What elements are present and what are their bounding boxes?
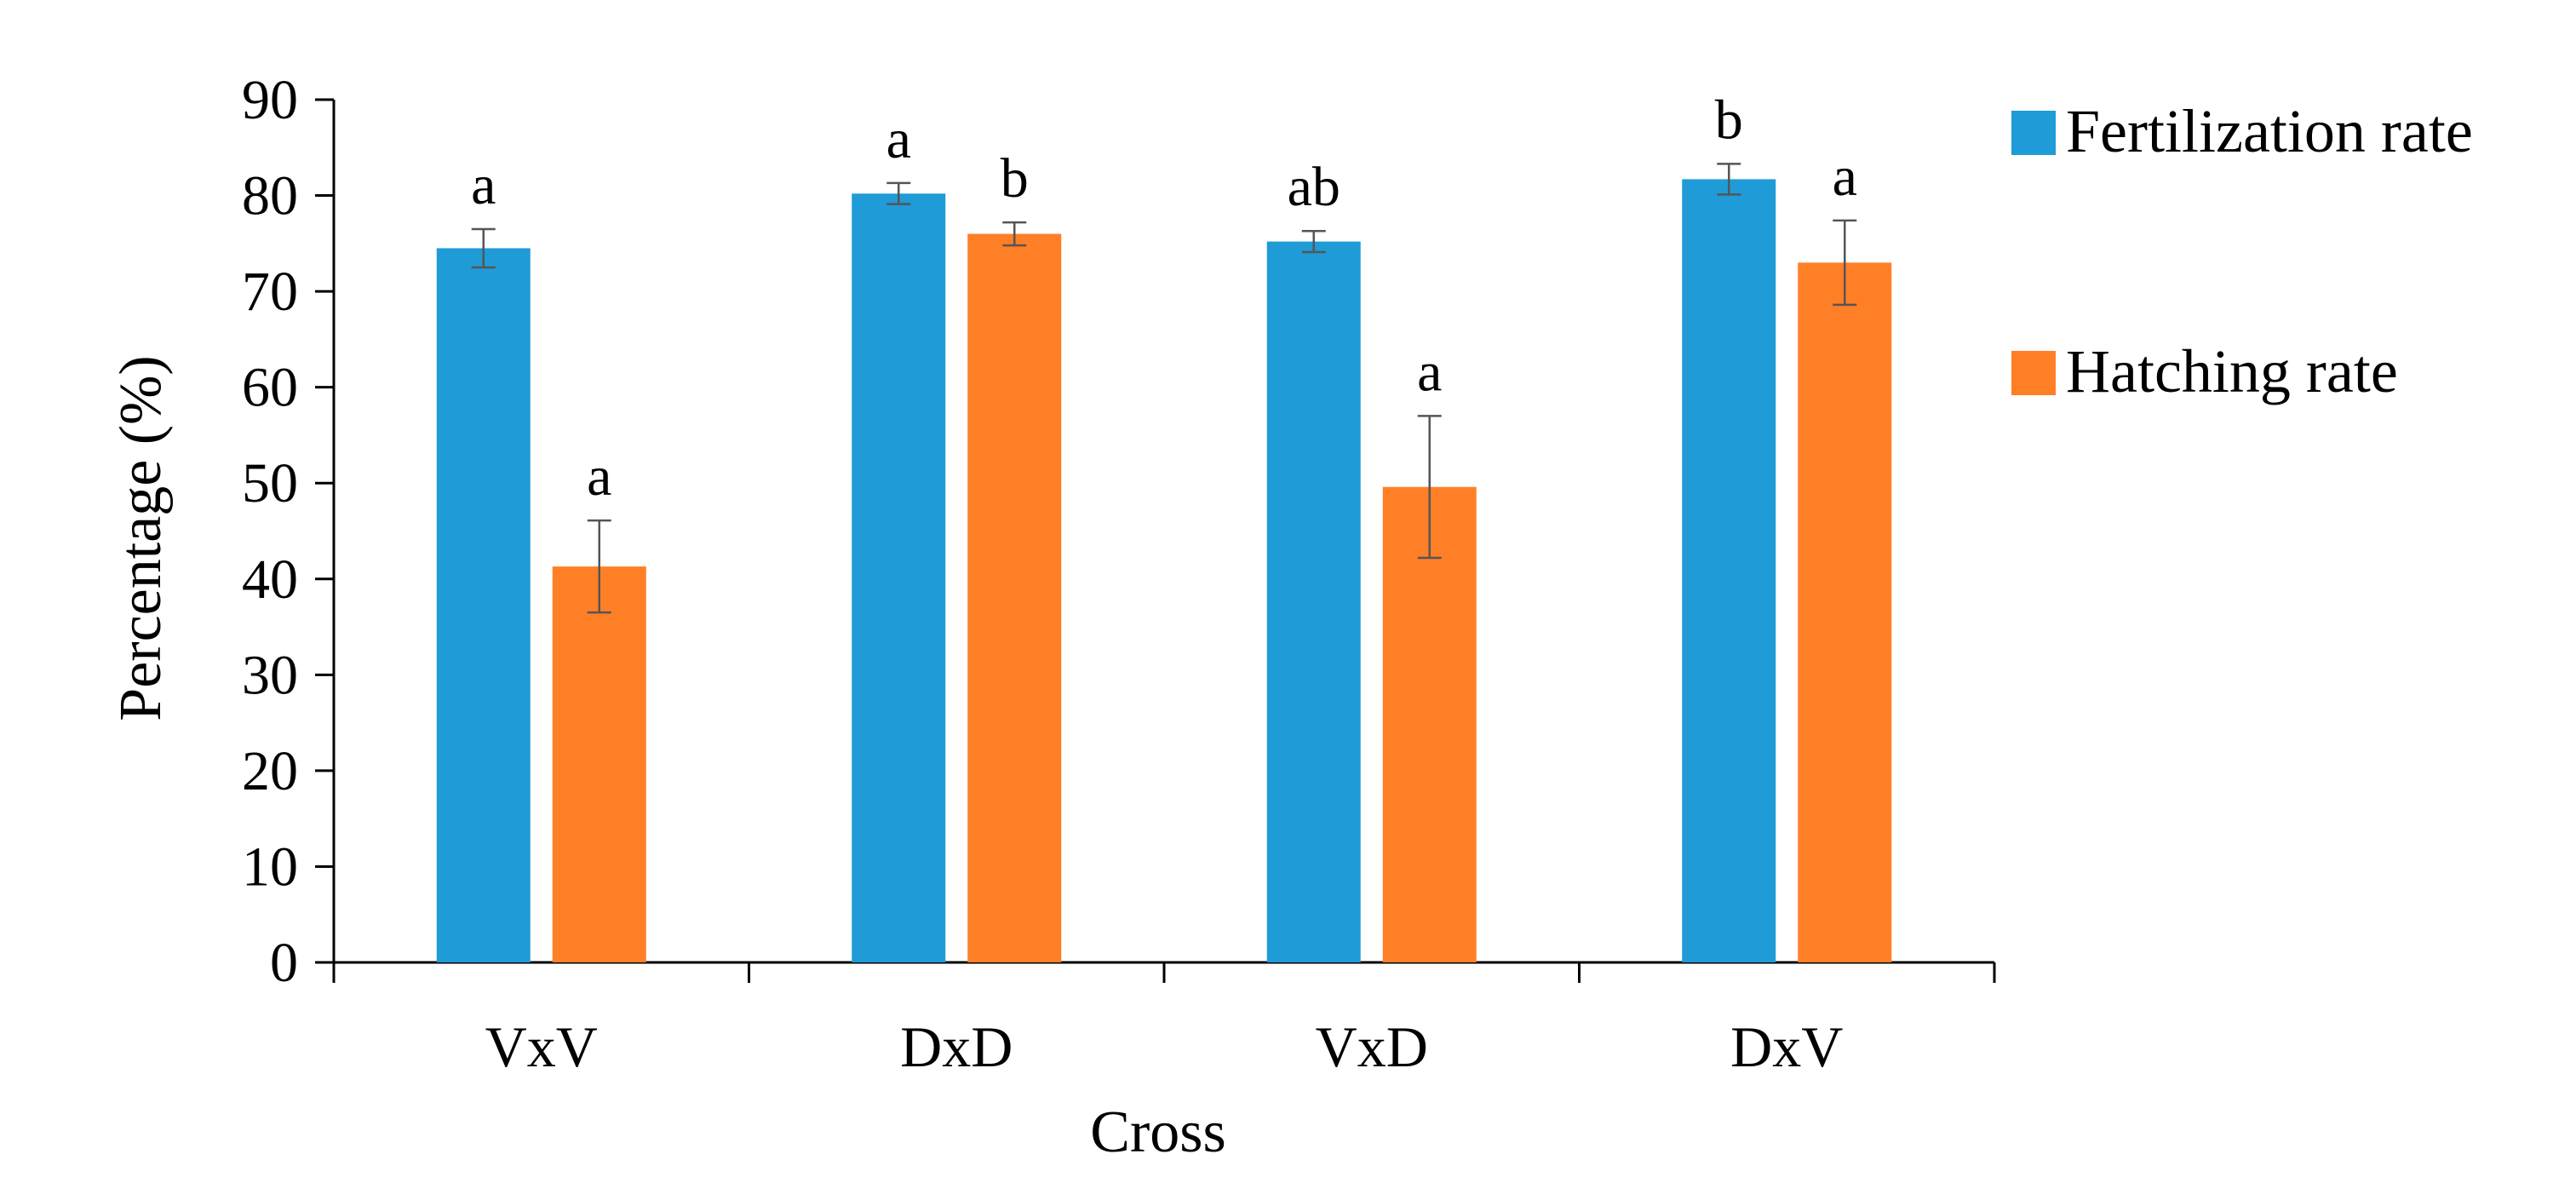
bar <box>1682 179 1776 962</box>
bar <box>1266 241 1361 962</box>
significance-label: b <box>1715 89 1743 151</box>
legend: Fertilization rate Hatching rate <box>2011 97 2473 405</box>
significance-label: a <box>1833 146 1857 208</box>
bar <box>1382 486 1477 962</box>
legend-label: Hatching rate <box>2066 337 2398 405</box>
significance-label: a <box>587 445 611 508</box>
axes: 0 10 20 30 40 50 60 70 80 90 VxV DxD VxD DxV <box>242 69 1996 1079</box>
x-axis-title: Cross <box>1090 1100 1225 1165</box>
legend-swatch <box>2011 351 2056 395</box>
significance-label: a <box>886 108 911 170</box>
y-tick-label: 30 <box>242 644 298 706</box>
x-tick-label: VxD <box>1316 1014 1428 1079</box>
legend-swatch <box>2011 111 2056 155</box>
y-tick-label: 70 <box>242 261 298 323</box>
y-tick-label: 60 <box>242 357 298 419</box>
significance-label: a <box>1417 341 1442 403</box>
y-tick-label: 80 <box>242 165 298 227</box>
bars <box>436 179 1892 963</box>
y-tick-label: 50 <box>242 452 298 514</box>
x-tick-label: DxD <box>900 1014 1013 1079</box>
bar <box>967 233 1062 963</box>
y-tick-label: 20 <box>242 740 298 802</box>
x-tick-label: VxV <box>485 1014 598 1079</box>
y-tick-label: 90 <box>242 69 298 131</box>
bar <box>852 193 946 962</box>
x-tick-label: DxV <box>1730 1014 1843 1079</box>
significance-label: a <box>471 154 496 216</box>
bar <box>1798 262 1892 962</box>
y-tick-label: 40 <box>242 548 298 611</box>
bar <box>552 566 646 962</box>
y-axis-title: Percentage (%) <box>108 355 174 721</box>
significance-label: b <box>1001 147 1029 210</box>
y-tick-label: 10 <box>242 836 298 898</box>
bar <box>436 248 531 962</box>
error-bars <box>471 163 1857 614</box>
y-tick-label: 0 <box>270 932 298 994</box>
significance-label: ab <box>1288 156 1340 218</box>
legend-label: Fertilization rate <box>2066 97 2473 165</box>
